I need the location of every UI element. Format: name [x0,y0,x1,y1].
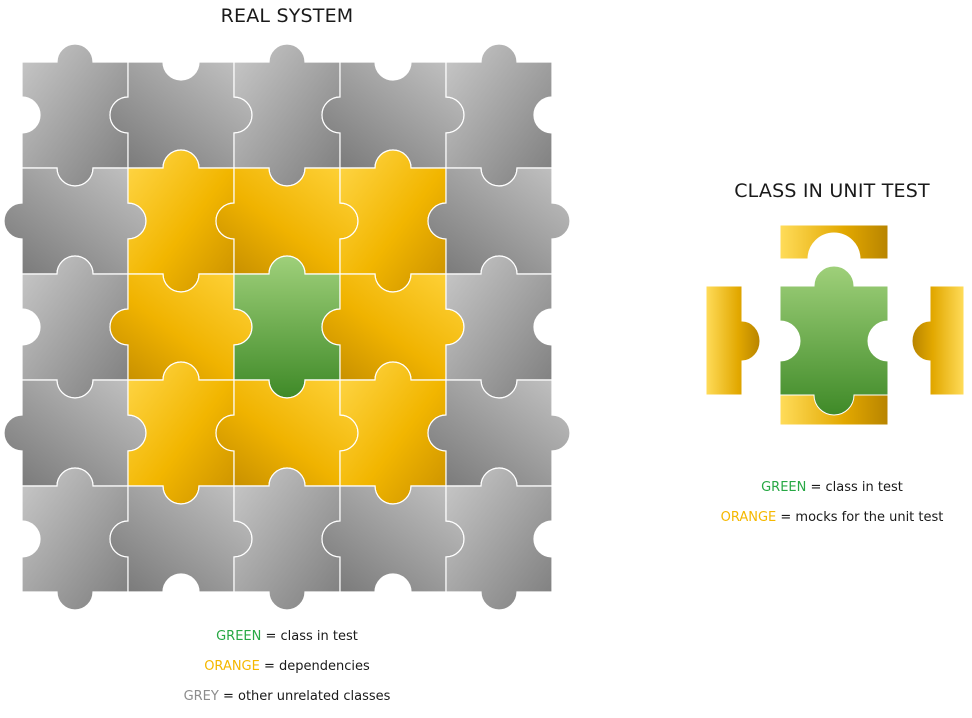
real-system-title: REAL SYSTEM [220,5,354,27]
grey-puzzle-piece [445,467,553,611]
green-class-piece [779,265,889,416]
legend-text: = class in test [806,480,903,495]
legend-text: = mocks for the unit test [776,510,944,525]
legend-key: GREY [183,689,219,704]
legend-text: = class in test [261,629,358,644]
legend-key: ORANGE [204,659,260,674]
legend-text: = other unrelated classes [218,689,391,704]
legend-unit-test: GREEN = class in test ORANGE = mocks for… [692,479,972,539]
unit-test-title: CLASS IN UNIT TEST [734,180,930,202]
mock-left [705,285,761,396]
legend-item: GREEN = class in test [0,628,574,658]
mock-top [779,224,889,260]
legend-key: GREEN [761,480,807,495]
legend-real-system: GREEN = class in test ORANGE = dependenc… [0,628,574,718]
legend-item: ORANGE = mocks for the unit test [692,509,972,539]
legend-key: GREEN [216,629,262,644]
legend-item: GREY = other unrelated classes [0,688,574,718]
legend-item: ORANGE = dependencies [0,658,574,688]
legend-text: = dependencies [259,659,370,674]
real-system-puzzle-grid [3,43,571,611]
unit-test-puzzle [705,224,965,426]
legend-item: GREEN = class in test [692,479,972,509]
mock-right [911,285,965,396]
legend-key: ORANGE [720,510,777,525]
